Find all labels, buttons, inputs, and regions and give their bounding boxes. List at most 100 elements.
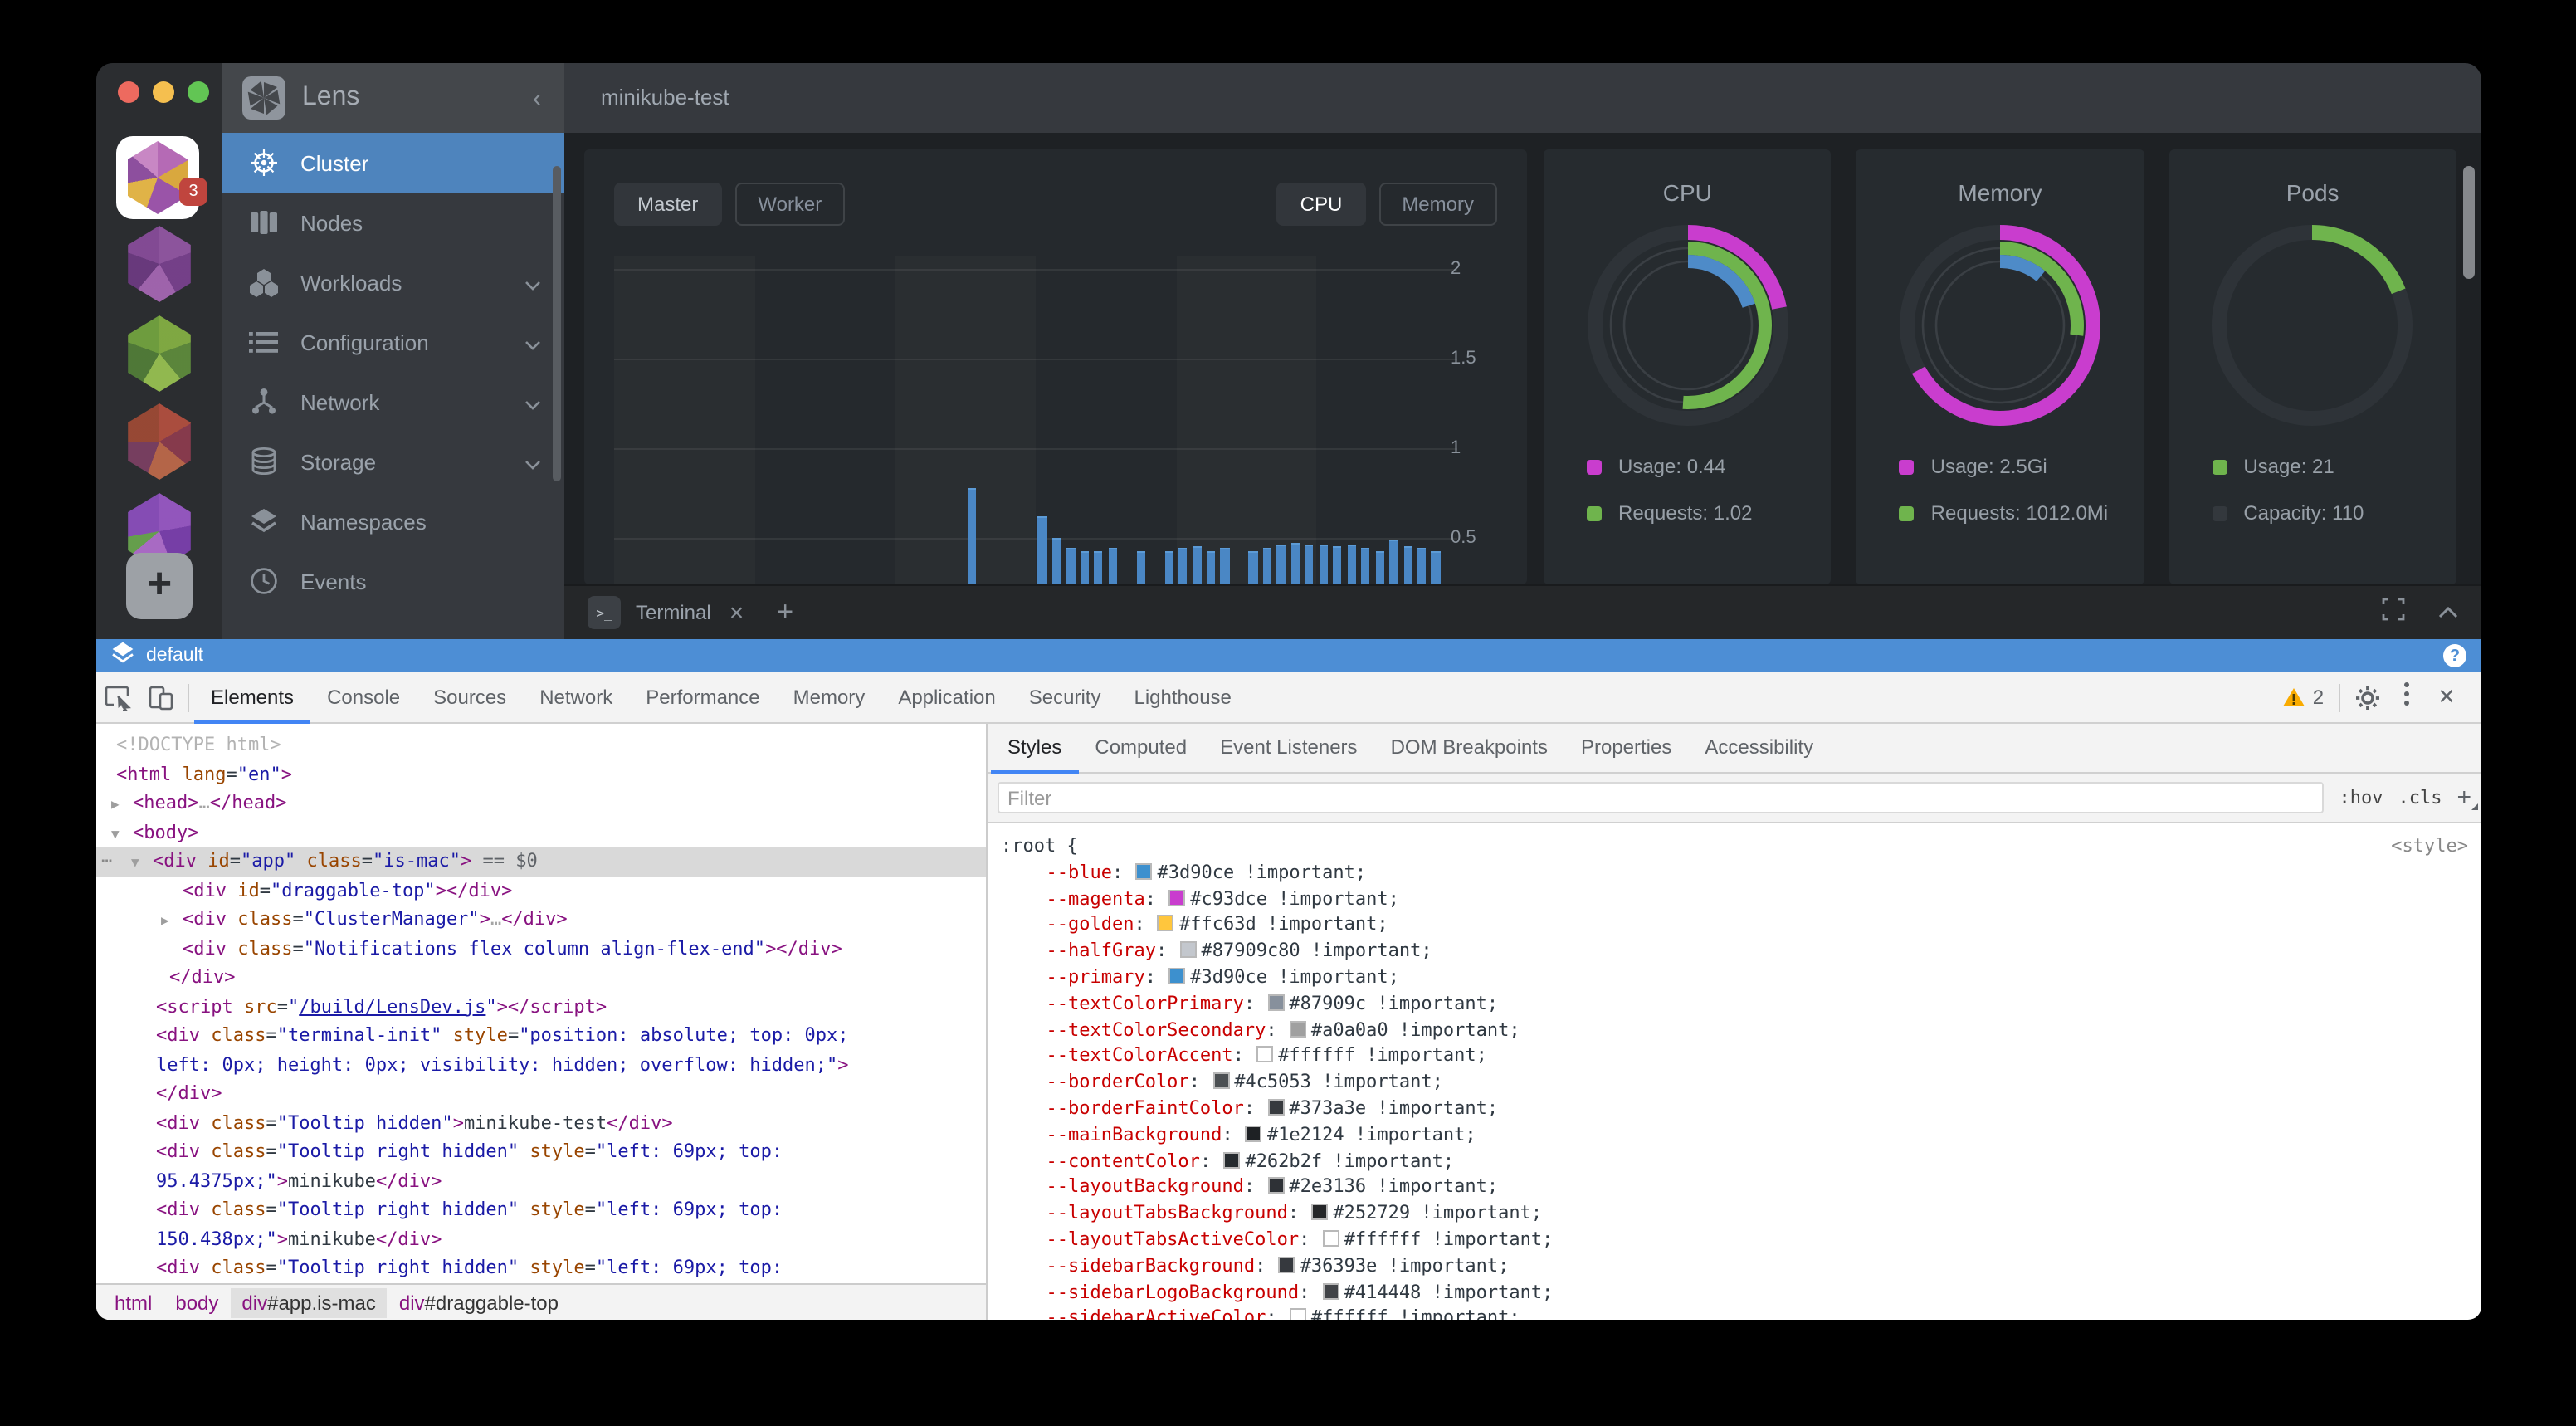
breadcrumb-item[interactable]: div#app.is-mac: [230, 1287, 388, 1317]
css-variable-row[interactable]: --sidebarActiveColor: #ffffff !important…: [988, 1306, 2481, 1320]
color-swatch[interactable]: [1168, 967, 1186, 984]
minimize-window-button[interactable]: [153, 81, 174, 103]
dom-tree-line[interactable]: </div>: [156, 1082, 222, 1104]
close-window-button[interactable]: [118, 81, 139, 103]
css-variable-row[interactable]: --sidebarBackground: #36393e !important;: [1024, 1254, 1510, 1277]
css-variable-row[interactable]: --layoutTabsBackground: #252729 !importa…: [1024, 1202, 1543, 1224]
devtools-tab-memory[interactable]: Memory: [793, 685, 866, 708]
dom-tree-line[interactable]: <div class="Tooltip right hidden" style=…: [156, 1199, 783, 1220]
css-variable-row[interactable]: --magenta: #c93dce !important;: [1024, 887, 1399, 910]
color-swatch[interactable]: [1267, 1098, 1285, 1116]
dom-tree-line[interactable]: <div class="terminal-init" style="positi…: [156, 1024, 849, 1046]
cluster-item[interactable]: [128, 403, 191, 480]
help-icon[interactable]: ?: [2443, 644, 2466, 667]
css-variable-row[interactable]: --blue: #3d90ce !important;: [1024, 861, 1367, 883]
dom-tree-line[interactable]: left: 0px; height: 0px; visibility: hidd…: [156, 1053, 849, 1075]
terminal-tab-close-icon[interactable]: ×: [729, 598, 744, 627]
color-swatch[interactable]: [1278, 1256, 1295, 1273]
dom-tree-line[interactable]: <div class="Tooltip right hidden" style=…: [156, 1140, 783, 1162]
disclosure-triangle-icon[interactable]: ▼: [131, 855, 139, 870]
sidebar-item-configuration[interactable]: Configuration: [222, 312, 564, 372]
style-source-link[interactable]: <style>: [2391, 835, 2468, 857]
namespace-selector[interactable]: default: [146, 646, 204, 666]
css-variable-row[interactable]: --primary: #3d90ce !important;: [1024, 965, 1399, 988]
devtools-tab-console[interactable]: Console: [327, 685, 401, 708]
issues-warning-badge[interactable]: 2: [2283, 686, 2324, 709]
color-swatch[interactable]: [1157, 915, 1174, 932]
css-variable-row[interactable]: --layoutBackground: #2e3136 !important;: [1024, 1175, 1499, 1198]
dom-tree-line[interactable]: ▼ <body>: [96, 818, 986, 847]
disclosure-triangle-icon[interactable]: ▶: [111, 797, 120, 812]
devtools-menu-kebab-icon[interactable]: [2388, 680, 2425, 715]
dom-tree-line[interactable]: <div class="Tooltip hidden">minikube-tes…: [156, 1111, 673, 1133]
dom-tree-line[interactable]: <!DOCTYPE html>: [116, 734, 281, 755]
styles-tab-computed[interactable]: Computed: [1095, 735, 1188, 758]
dom-tree-line[interactable]: ⋯ ▼ <div id="app" class="is-mac"> == $0: [96, 847, 986, 876]
disclosure-triangle-icon[interactable]: ▼: [111, 826, 120, 841]
css-variable-row[interactable]: --borderFaintColor: #373a3e !important;: [1024, 1096, 1499, 1119]
devtools-close-icon[interactable]: ×: [2438, 681, 2455, 712]
color-swatch[interactable]: [1256, 1046, 1274, 1063]
css-variable-row[interactable]: --contentColor: #262b2f !important;: [1024, 1150, 1455, 1172]
add-cluster-button[interactable]: +: [126, 553, 193, 619]
dom-tree-line[interactable]: ▶ <head>…</head>: [96, 789, 986, 818]
devtools-tab-sources[interactable]: Sources: [433, 685, 507, 708]
collapse-sidebar-icon[interactable]: ‹: [533, 84, 541, 112]
expand-dock-icon[interactable]: [2382, 597, 2405, 628]
tab-memory[interactable]: Memory: [1378, 183, 1497, 226]
sidebar-item-namespaces[interactable]: Namespaces: [222, 491, 564, 551]
dom-tree-line[interactable]: <html lang="en">: [116, 763, 292, 784]
dom-tree-line[interactable]: ▶ <div class="ClusterManager">…</div>: [96, 905, 986, 934]
css-variable-row[interactable]: --golden: #ffc63d !important;: [1024, 913, 1388, 935]
color-swatch[interactable]: [1267, 994, 1285, 1011]
more-actions-icon[interactable]: ⋯: [101, 850, 113, 872]
dom-tree-line[interactable]: <script src="/build/LensDev.js"></script…: [156, 995, 607, 1017]
toggle-device-toolbar-icon[interactable]: [139, 671, 183, 723]
devtools-tab-performance[interactable]: Performance: [646, 685, 760, 708]
devtools-tab-security[interactable]: Security: [1028, 685, 1101, 708]
dom-tree-line[interactable]: <div id="draggable-top"></div>: [183, 879, 513, 901]
devtools-tab-lighthouse[interactable]: Lighthouse: [1134, 685, 1232, 708]
css-variable-row[interactable]: --textColorPrimary: #87909c !important;: [1024, 992, 1499, 1014]
breadcrumb-item[interactable]: html: [115, 1291, 153, 1314]
devtools-settings-gear-icon[interactable]: [2345, 671, 2388, 723]
sidebar-scrollbar[interactable]: [553, 166, 561, 481]
css-variable-row[interactable]: --layoutTabsActiveColor: #ffffff !import…: [1024, 1228, 1554, 1250]
breadcrumb-item[interactable]: body: [175, 1291, 219, 1314]
color-swatch[interactable]: [1212, 1072, 1230, 1090]
color-swatch[interactable]: [1135, 862, 1153, 880]
tab-cpu[interactable]: CPU: [1276, 183, 1366, 226]
devtools-tab-network[interactable]: Network: [539, 685, 613, 708]
styles-tab-styles[interactable]: Styles: [991, 724, 1078, 773]
dom-tree-line[interactable]: 95.4375px;">minikube</div>: [156, 1170, 442, 1191]
dom-tree[interactable]: <!DOCTYPE html> <html lang="en"> ▶ <head>…<…: [96, 724, 986, 1311]
color-swatch[interactable]: [1289, 1308, 1306, 1320]
dom-tree-line[interactable]: 150.438px;">minikube</div>: [156, 1228, 442, 1249]
collapse-dock-icon[interactable]: [2438, 598, 2458, 628]
terminal-tab-label[interactable]: Terminal: [636, 601, 711, 624]
color-swatch[interactable]: [1267, 1177, 1285, 1194]
css-variable-row[interactable]: --borderColor: #4c5053 !important;: [1024, 1071, 1443, 1093]
disclosure-triangle-icon[interactable]: ▶: [161, 913, 169, 928]
cluster-item[interactable]: [128, 226, 191, 302]
color-swatch[interactable]: [1311, 1204, 1329, 1221]
css-variable-row[interactable]: --textColorAccent: #ffffff !important;: [1024, 1044, 1487, 1067]
sidebar-item-events[interactable]: Events: [222, 551, 564, 611]
styles-tab-properties[interactable]: Properties: [1580, 735, 1672, 758]
devtools-tab-application[interactable]: Application: [898, 685, 996, 708]
dom-tree-line[interactable]: </div>: [169, 966, 236, 988]
color-swatch[interactable]: [1223, 1151, 1241, 1169]
styles-tab-dom-breakpoints[interactable]: DOM Breakpoints: [1390, 735, 1548, 758]
dom-tree-line[interactable]: <div class="Tooltip right hidden" style=…: [156, 1257, 783, 1278]
content-scrollbar[interactable]: [2463, 166, 2475, 279]
cluster-item[interactable]: [128, 315, 191, 392]
zoom-window-button[interactable]: [188, 81, 209, 103]
dom-tree-line[interactable]: <div class="Notifications flex column al…: [183, 937, 842, 959]
macos-traffic-lights[interactable]: [118, 81, 209, 103]
breadcrumb-item[interactable]: div#draggable-top: [398, 1291, 559, 1314]
sidebar-item-nodes[interactable]: Nodes: [222, 193, 564, 252]
color-swatch[interactable]: [1322, 1229, 1339, 1247]
sidebar-item-workloads[interactable]: Workloads: [222, 252, 564, 312]
sidebar-item-cluster[interactable]: Cluster: [222, 133, 564, 193]
devtools-tab-elements[interactable]: Elements: [194, 671, 310, 723]
